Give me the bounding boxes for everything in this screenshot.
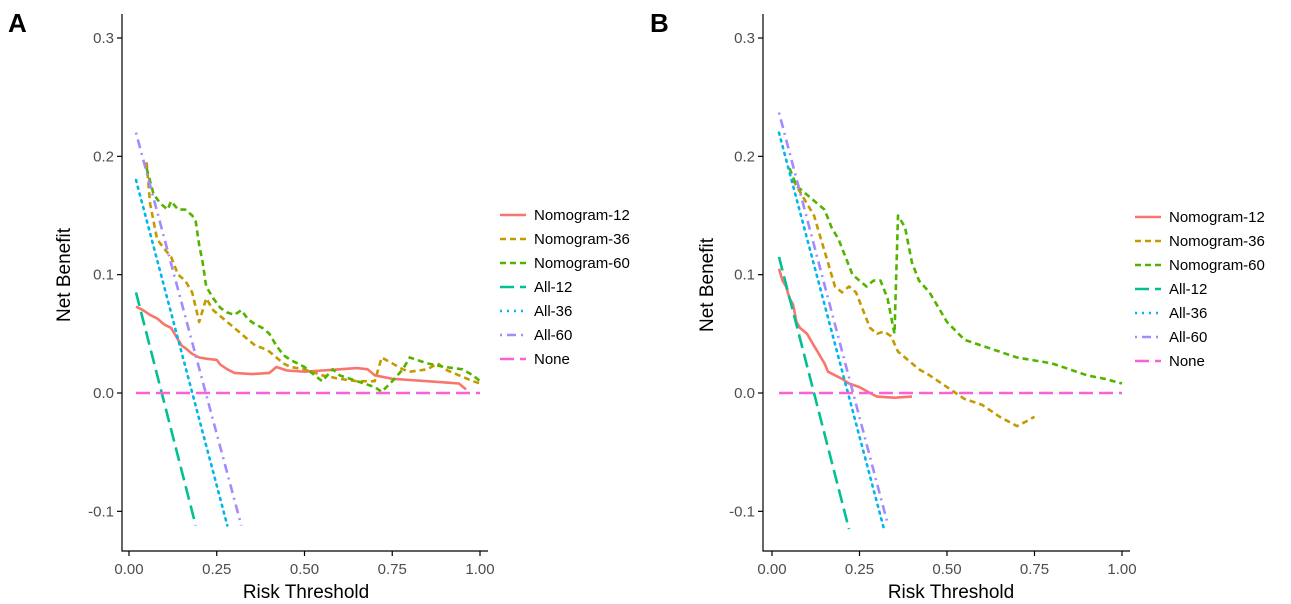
panel-a-series-all-12 <box>134 292 197 526</box>
panel-b-x-tick-label: 1.00 <box>1107 561 1136 578</box>
panel-a-ticks: 0.00 0.25 0.50 0.75 1.00 -0.1 0.0 0.1 0.2 0.3 <box>88 30 494 578</box>
panel-b-series <box>777 112 1123 531</box>
panel-a-legend-label-nomogram-36: Nomogram-36 <box>534 231 630 248</box>
panel-b-legend-label-all-12: All-12 <box>1169 281 1207 298</box>
panel-a-y-axis-title: Net Benefit <box>54 227 75 322</box>
panel-b-axes <box>762 14 1130 552</box>
panel-b-series-all-36 <box>777 131 886 531</box>
panel-a-legend-label-all-12: All-12 <box>534 279 572 296</box>
panel-a-series-nomogram-60 <box>145 167 481 394</box>
panel-b-series-nomogram-12 <box>777 268 913 399</box>
panel-a-y-tick-label: 0.2 <box>93 148 114 165</box>
panel-b-y-tick-label: 0.2 <box>734 148 755 165</box>
panel-a-label: A <box>8 8 27 38</box>
panel-b-x-tick-label: 0.00 <box>757 561 786 578</box>
panel-a-x-tick-label: 0.75 <box>378 561 407 578</box>
panel-b-y-tick-label: 0.0 <box>734 385 755 402</box>
panel-b-legend-label-nomogram-36: Nomogram-36 <box>1169 233 1265 250</box>
panel-a-x-tick-label: 0.00 <box>114 561 143 578</box>
panel-b-series-nomogram-36 <box>791 179 1036 428</box>
panel-b: B 0.00 0.25 0.50 0.75 1.00 -0.1 0.0 0.1 0.2 0.3 R… <box>650 8 1265 603</box>
panel-b-legend: Nomogram-12 Nomogram-36 Nomogram-60 All-12 A… <box>1135 209 1265 370</box>
panel-b-legend-label-nomogram-12: Nomogram-12 <box>1169 209 1265 226</box>
panel-b-x-tick-label: 0.50 <box>932 561 961 578</box>
panel-b-legend-label-all-36: All-36 <box>1169 305 1207 322</box>
panel-a-legend-label-all-60: All-60 <box>534 327 572 344</box>
panel-a-legend-label-nomogram-60: Nomogram-60 <box>534 255 630 272</box>
panel-a-x-tick-label: 1.00 <box>465 561 494 578</box>
panel-a-series-nomogram-36 <box>145 162 481 385</box>
panel-a-y-tick-label: -0.1 <box>88 503 114 520</box>
panel-b-x-tick-label: 0.75 <box>1020 561 1049 578</box>
panel-b-series-all-12 <box>777 256 851 530</box>
panel-b-x-axis-title: Risk Threshold <box>888 582 1014 603</box>
panel-a-x-tick-label: 0.50 <box>290 561 319 578</box>
panel-a-series-nomogram-12 <box>135 305 467 391</box>
panel-b-ticks: 0.00 0.25 0.50 0.75 1.00 -0.1 0.0 0.1 0.2 0.3 <box>729 30 1136 578</box>
panel-b-y-tick-label: 0.1 <box>734 267 755 284</box>
panel-a-x-tick-label: 0.25 <box>202 561 231 578</box>
panel-a-legend-label-all-36: All-36 <box>534 303 572 320</box>
panel-b-y-tick-label: -0.1 <box>729 503 755 520</box>
panel-b-legend-label-nomogram-60: Nomogram-60 <box>1169 257 1265 274</box>
panel-a: A 0.00 0.25 0.50 0.75 1.00 -0.1 0.0 0.1 0.2 0.3 R… <box>8 8 630 603</box>
panel-a-y-tick-label: 0.0 <box>93 385 114 402</box>
panel-b-series-all-60 <box>777 112 889 524</box>
panel-b-legend-label-none: None <box>1169 353 1205 370</box>
panel-b-x-tick-label: 0.25 <box>845 561 874 578</box>
panel-a-legend-label-nomogram-12: Nomogram-12 <box>534 207 630 224</box>
panel-a-legend: Nomogram-12 Nomogram-36 Nomogram-60 All-12 A… <box>500 207 630 368</box>
panel-b-label: B <box>650 8 669 38</box>
panel-b-y-tick-label: 0.3 <box>734 30 755 47</box>
panel-a-x-axis-title: Risk Threshold <box>243 582 369 603</box>
panel-a-series-all-60 <box>134 132 243 526</box>
panel-a-y-tick-label: 0.3 <box>93 30 114 47</box>
panel-b-y-axis-title: Net Benefit <box>697 237 718 332</box>
panel-b-series-nomogram-60 <box>788 167 1123 385</box>
panel-b-legend-label-all-60: All-60 <box>1169 329 1207 346</box>
panel-a-y-tick-label: 0.1 <box>93 267 114 284</box>
panel-a-legend-label-none: None <box>534 351 570 368</box>
panel-a-series <box>134 132 481 527</box>
panel-a-axes <box>121 14 488 552</box>
